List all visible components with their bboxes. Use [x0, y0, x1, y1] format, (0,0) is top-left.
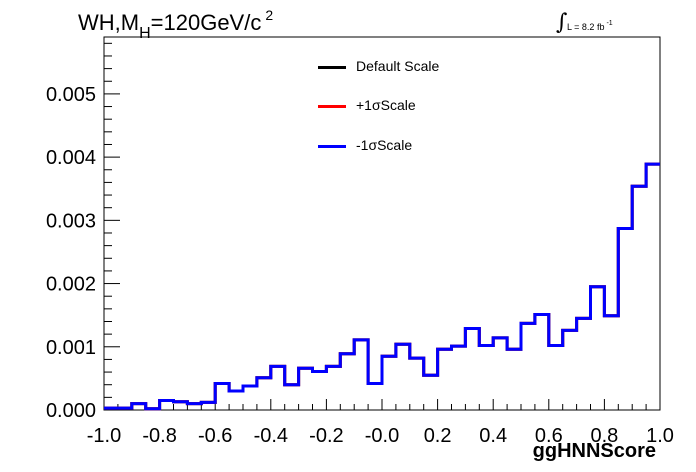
- x-tick-label: -0.2: [309, 425, 343, 447]
- y-tick-label: 0.003: [46, 210, 96, 232]
- x-tick-label: -0.0: [365, 425, 399, 447]
- x-tick-label: 0.8: [590, 425, 618, 447]
- legend-swatch-plus: [318, 104, 346, 108]
- legend-label-minus: -1σScale: [356, 137, 413, 153]
- legend-entry-default: Default Scale: [318, 58, 439, 74]
- x-tick-label: -0.8: [142, 425, 176, 447]
- y-tick-label: 0.004: [46, 147, 96, 169]
- legend-swatch-default: [318, 65, 346, 69]
- y-tick-label: 0.005: [46, 84, 96, 106]
- title-main-text: WH,M: [78, 10, 140, 35]
- series-layer: [104, 162, 660, 411]
- x-tick-label: 0.4: [479, 425, 507, 447]
- plot-frame: [103, 36, 661, 411]
- legend-entry-plus: +1σScale: [318, 97, 416, 113]
- x-tick-label: 0.6: [535, 425, 563, 447]
- x-tick-label: -1.0: [87, 425, 121, 447]
- title-rest-text: =120GeV/c: [150, 10, 262, 35]
- series-line-2: [104, 162, 660, 411]
- legend-label-default: Default Scale: [356, 58, 440, 74]
- y-tick-label: 0.001: [46, 337, 96, 359]
- legend-label-plus: +1σScale: [356, 97, 416, 113]
- title-subscript: H: [139, 25, 151, 42]
- x-tick-label: -0.6: [198, 425, 232, 447]
- luminosity-text: L = 8.2 fb: [567, 22, 605, 32]
- legend-entry-minus: -1σScale: [318, 137, 412, 153]
- x-axis-tick-labels: -1.0 -0.8 -0.6 -0.4 -0.2 -0.0 0.2 0.4 0.6 0.8 1.0: [87, 425, 674, 447]
- x-tick-label: 1.0: [646, 425, 674, 447]
- y-axis-tick-labels: 0.000 0.001 0.002 0.003 0.004 0.005: [46, 84, 96, 422]
- y-tick-label: 0.002: [46, 274, 96, 296]
- x-axis-label: ggHNNScore: [532, 440, 656, 462]
- title-superscript: 2: [265, 7, 274, 23]
- y-axis-ticks: [104, 42, 120, 411]
- x-tick-label: 0.2: [424, 425, 452, 447]
- luminosity-label: ∫ L = 8.2 fb -1: [556, 10, 613, 35]
- legend-swatch-minus: [318, 144, 346, 148]
- x-tick-label: -0.4: [254, 425, 288, 447]
- luminosity-superscript: -1: [606, 20, 613, 27]
- plot-title: WH,MH=120GeV/c 2: [78, 7, 274, 42]
- integral-symbol: ∫: [556, 10, 568, 35]
- y-tick-label: 0.000: [46, 400, 96, 422]
